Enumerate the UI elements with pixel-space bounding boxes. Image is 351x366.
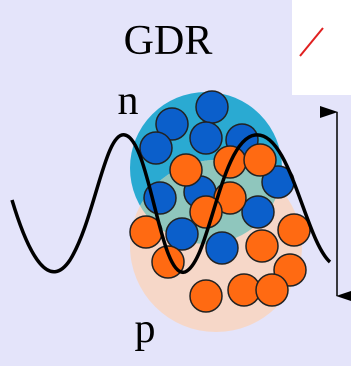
title: GDR bbox=[124, 18, 213, 64]
page: GDR n p (() => { const data = JSON.parse… bbox=[0, 0, 351, 366]
white-patch bbox=[292, 0, 351, 95]
proton-label: p bbox=[135, 306, 156, 352]
gdr-diagram: GDR n p bbox=[0, 0, 351, 366]
neutron-label: n bbox=[118, 78, 139, 124]
